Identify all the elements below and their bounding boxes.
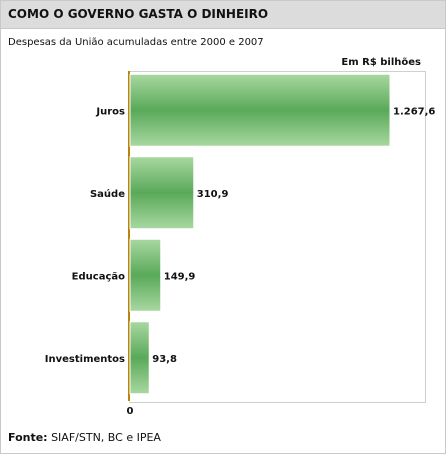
category-label-3: Investimentos: [45, 354, 125, 365]
bar-1: [129, 156, 195, 230]
title-bar: COMO O GOVERNO GASTA O DINHEIRO: [1, 1, 445, 29]
value-label-3: 93,8: [152, 354, 177, 365]
x-tick-label-0: 0: [127, 406, 134, 417]
bar-2: [129, 238, 162, 312]
unit-label: Em R$ bilhões: [341, 57, 421, 68]
category-label-1: Saúde: [90, 188, 125, 200]
value-label-1: 310,9: [197, 189, 229, 200]
value-label-2: 149,9: [164, 271, 196, 282]
source-text: SIAF/STN, BC e IPEA: [51, 431, 161, 444]
chart-subtitle: Despesas da União acumuladas entre 2000 …: [8, 37, 264, 48]
chart-title: COMO O GOVERNO GASTA O DINHEIRO: [8, 7, 269, 21]
bar-3: [129, 321, 150, 395]
category-label-0: Juros: [95, 106, 125, 117]
bar-0: [129, 73, 391, 147]
source-note: Fonte: SIAF/STN, BC e IPEA: [8, 431, 161, 444]
y-axis-line: [128, 71, 130, 401]
value-label-0: 1.267,6: [393, 106, 435, 117]
source-label: Fonte:: [8, 431, 48, 444]
category-label-2: Educação: [72, 271, 125, 282]
